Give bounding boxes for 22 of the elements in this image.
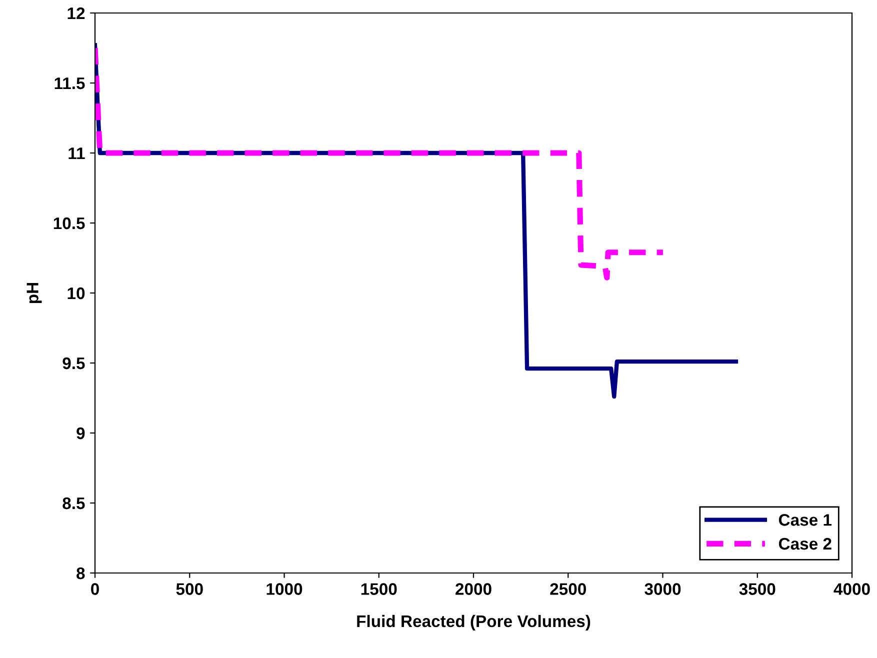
x-tick-label: 500 [176, 583, 203, 595]
legend-label: Case 1 [778, 514, 832, 526]
y-tick-label: 11 [68, 148, 85, 160]
x-tick-label: 3500 [739, 583, 776, 595]
y-tick-label: 9 [76, 427, 85, 440]
y-tick-label: 9.5 [62, 357, 85, 370]
y-tick-label: 8 [76, 567, 85, 580]
legend-label: Case 2 [778, 538, 832, 550]
x-tick-label: 2500 [550, 583, 586, 595]
x-tick-label: 1000 [266, 583, 302, 595]
y-tick-label: 8.5 [62, 497, 85, 510]
y-axis-title: pH [26, 283, 42, 304]
x-axis-title: Fluid Reacted (Pore Volumes) [357, 614, 590, 630]
x-tick-label: 4000 [834, 583, 870, 595]
y-tick-label: 11.5 [54, 78, 85, 90]
x-tick-label: 2000 [456, 583, 492, 595]
x-tick-label: 3000 [644, 583, 681, 595]
y-tick-label: 10 [68, 287, 85, 300]
x-tick-label: 0 [91, 583, 99, 595]
y-tick-label: 12 [68, 7, 85, 20]
y-tick-label: 10.5 [54, 217, 85, 230]
x-tick-label: 1500 [361, 583, 397, 595]
